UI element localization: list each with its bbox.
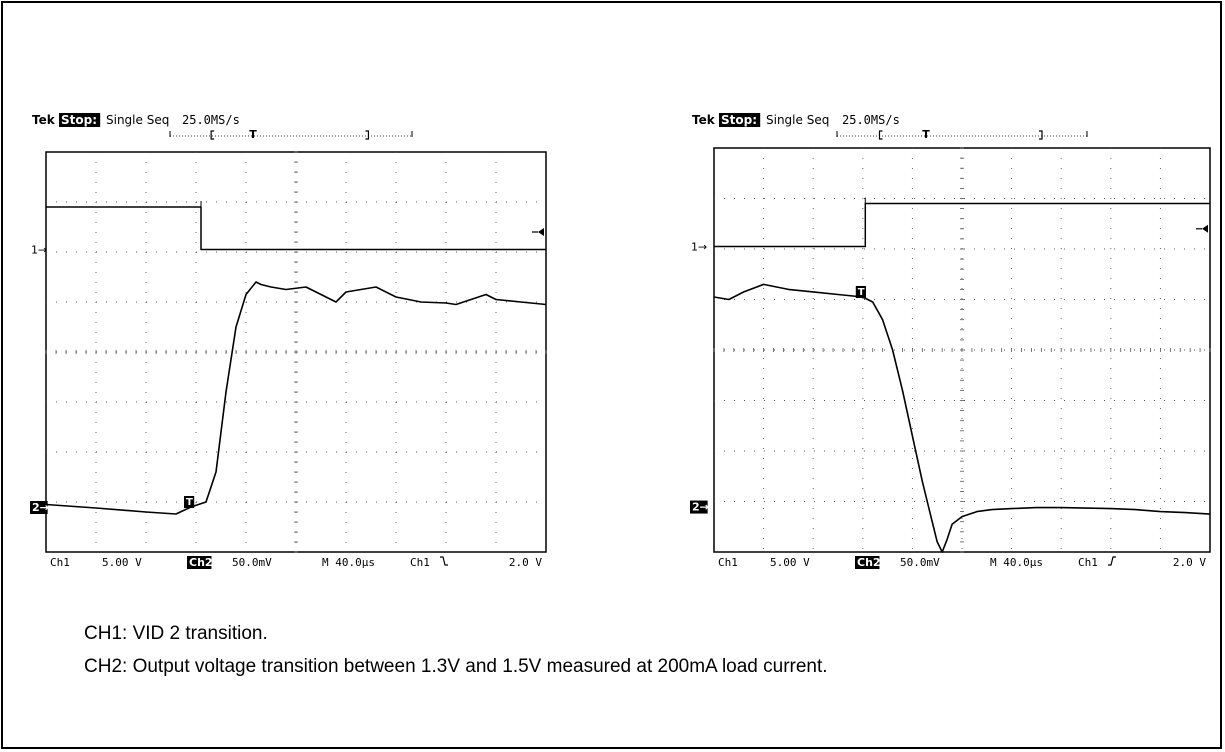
right-marker-ch2: 2→ bbox=[692, 501, 709, 514]
left-marker-ch2-bg bbox=[30, 501, 48, 514]
left-footer-timebase: M 40.0µs bbox=[322, 556, 375, 569]
right-trace-ch1 bbox=[714, 202, 1210, 248]
left-footer-trig-level: 2.0 V bbox=[509, 556, 542, 569]
scope-right: Tek Stop: Single Seq 25.0MS/s T 1→ 2→ T Ch1 5.00 … bbox=[690, 104, 1211, 574]
right-header-brand: Tek bbox=[692, 113, 716, 127]
left-header-state: Stop: bbox=[61, 113, 97, 127]
caption-ch2: CH2: Output voltage transition between 1… bbox=[84, 656, 828, 677]
right-footer-ch1-scale: 5.00 V bbox=[770, 556, 810, 569]
right-header-state-bg bbox=[719, 113, 761, 127]
left-footer-ch2-bg bbox=[187, 556, 212, 569]
right-footer-trig-src: Ch1 bbox=[1078, 556, 1098, 569]
left-footer-ch1: Ch1 bbox=[50, 556, 70, 569]
right-marker-ch1: 1→ bbox=[691, 240, 707, 253]
left-footer-ch1-scale: 5.00 V bbox=[102, 556, 142, 569]
left-footer-ch2: Ch2 bbox=[189, 556, 213, 569]
scope-right-svg: Tek Stop: Single Seq 25.0MS/s T 1→ 2→ T Ch1 5.00 … bbox=[690, 113, 1211, 569]
left-record-window-right bbox=[365, 130, 370, 140]
right-trigger-level-arrow bbox=[1202, 224, 1208, 233]
right-header-rate: 25.0MS/s bbox=[842, 113, 900, 127]
scope-left: Tek Stop: Single Seq 25.0MS/s T 1→ 2→ T Ch1 5.00 … bbox=[30, 104, 547, 574]
right-footer-slope-icon bbox=[1108, 556, 1116, 566]
left-trace-ch1 bbox=[46, 206, 546, 251]
left-trace-ch2 bbox=[45, 281, 547, 515]
right-header-mode: Single Seq bbox=[766, 113, 829, 127]
left-trace-trigger-marker-bg bbox=[184, 496, 195, 508]
left-footer-slope-icon bbox=[440, 556, 448, 566]
right-record-window-left bbox=[878, 130, 883, 140]
right-record-window-right bbox=[1039, 130, 1043, 140]
left-header-state-bg bbox=[59, 113, 101, 127]
left-footer-trig-src: Ch1 bbox=[410, 556, 430, 569]
left-record-trigger: T bbox=[249, 128, 257, 141]
right-header-state: Stop: bbox=[721, 113, 757, 127]
right-footer-ch1: Ch1 bbox=[718, 556, 738, 569]
right-trace-trigger-marker-bg bbox=[855, 285, 866, 298]
right-record-trigger: T bbox=[922, 128, 930, 141]
right-marker-ch2-bg bbox=[690, 500, 708, 514]
right-footer-ch2: Ch2 bbox=[857, 556, 881, 569]
right-footer-trig-level: 2.0 V bbox=[1173, 556, 1206, 569]
left-footer-ch2-scale: 50.0mV bbox=[232, 556, 272, 569]
left-header-mode: Single Seq bbox=[106, 113, 169, 127]
left-trigger-level-arrow bbox=[538, 228, 544, 236]
caption-ch1: CH1: VID 2 transition. bbox=[84, 623, 268, 644]
left-marker-ch1: 1→ bbox=[31, 244, 47, 257]
right-footer-ch2-bg bbox=[855, 556, 880, 569]
left-header-rate: 25.0MS/s bbox=[182, 113, 240, 127]
right-footer-timebase: M 40.0µs bbox=[990, 556, 1043, 569]
left-record-window-left bbox=[210, 130, 215, 140]
left-marker-ch2: 2→ bbox=[32, 501, 49, 514]
right-footer-ch2-scale: 50.0mV bbox=[900, 556, 940, 569]
left-trace-trigger-marker: T bbox=[186, 497, 193, 508]
right-trace-trigger-marker: T bbox=[858, 287, 865, 298]
scope-left-svg: Tek Stop: Single Seq 25.0MS/s T 1→ 2→ T Ch1 5.00 … bbox=[30, 113, 547, 569]
right-trace-ch2 bbox=[713, 283, 1211, 553]
left-header-brand: Tek bbox=[32, 113, 56, 127]
